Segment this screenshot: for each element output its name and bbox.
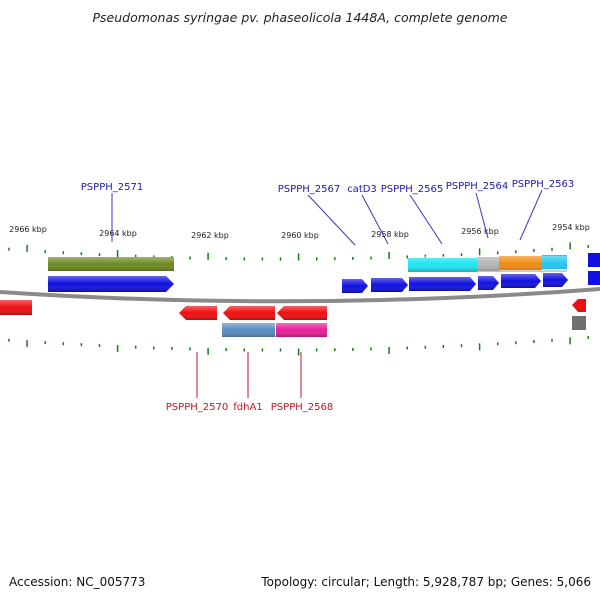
gene-label-pspph-2571[interactable]: PSPPH_2571 [81, 182, 143, 193]
gene-label-pspph-2567[interactable]: PSPPH_2567 [278, 184, 340, 195]
accession-text: Accession: NC_005773 [9, 575, 146, 589]
gene-label-fdha1[interactable]: fdhA1 [233, 402, 262, 413]
gene-label-pspph-2563[interactable]: PSPPH_2563 [512, 179, 574, 190]
scale-ticks-bottom [8, 336, 589, 356]
gene-label-catd3[interactable]: catD3 [347, 184, 377, 195]
feature-dark-gray[interactable] [572, 316, 586, 330]
scale-label-2958: 2958 kbp [371, 230, 409, 239]
gene-label-pspph-2565[interactable]: PSPPH_2565 [381, 184, 443, 195]
scale-label-2954: 2954 kbp [552, 223, 590, 232]
scale-label-2964: 2964 kbp [99, 229, 137, 238]
scale-label-2962: 2962 kbp [191, 231, 229, 240]
scale-label-2960: 2960 kbp [281, 231, 319, 240]
gene-label-pspph-2564[interactable]: PSPPH_2564 [446, 181, 508, 192]
scale-label-2966: 2966 kbp [9, 225, 47, 234]
gene-reverse-edge-right[interactable] [572, 299, 586, 312]
gene-forward-edge-top[interactable] [588, 253, 600, 267]
scale-label-2956: 2956 kbp [461, 227, 499, 236]
leader-lines-bottom [196, 352, 302, 398]
gene-forward-edge[interactable] [588, 271, 600, 285]
genome-backbone [0, 287, 600, 304]
genome-summary: Topology: circular; Length: 5,928,787 bp… [261, 575, 591, 589]
gene-label-pspph-2570[interactable]: PSPPH_2570 [166, 402, 228, 413]
map-title: Pseudomonas syringae pv. phaseolicola 14… [92, 10, 508, 25]
leader-lines-top [111, 189, 543, 246]
gene-label-pspph-2568[interactable]: PSPPH_2568 [271, 402, 333, 413]
